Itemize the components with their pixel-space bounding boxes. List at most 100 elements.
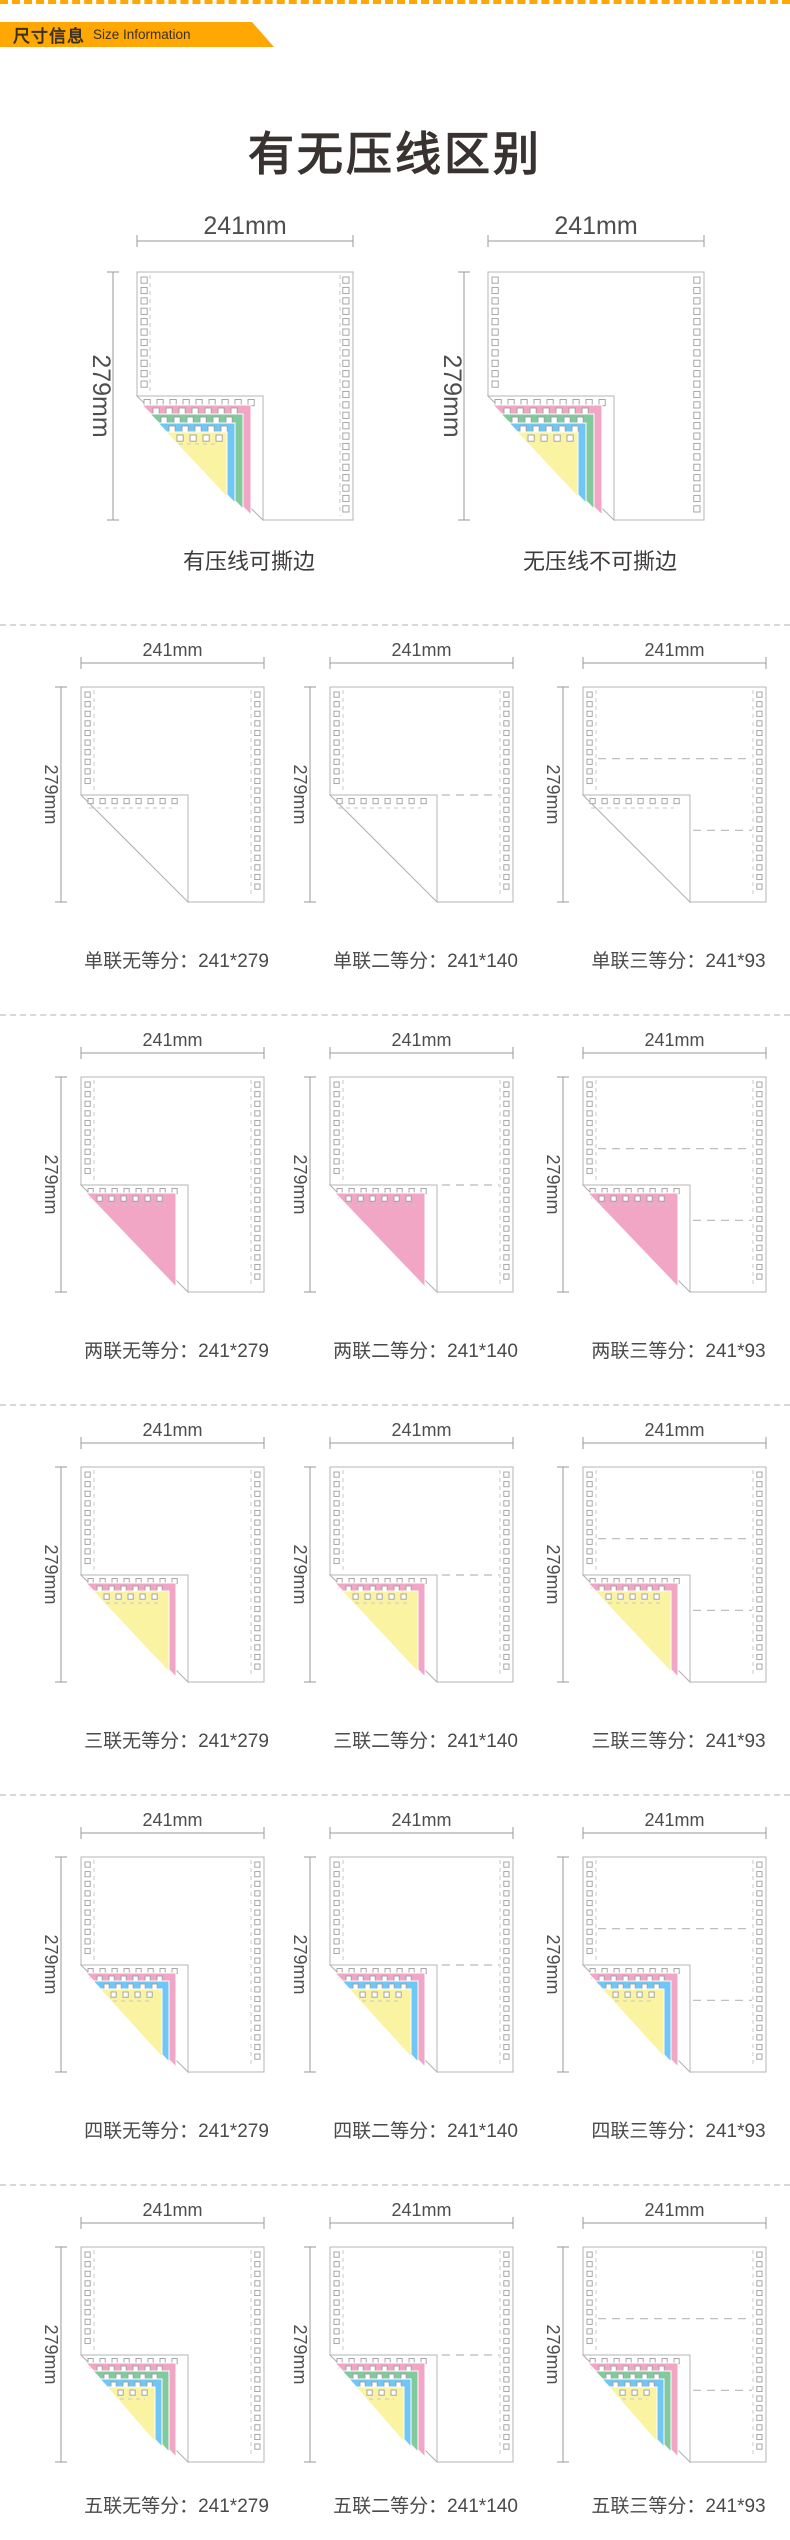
ply-pink [84, 1192, 177, 1289]
width-label: 241mm [644, 1030, 704, 1050]
height-label: 279mm [41, 1544, 61, 1604]
ply-perforation-holes [598, 1975, 665, 1982]
width-dimension: 241mm [582, 1420, 767, 1449]
diagram-caption: 两联三等分：241*93 [591, 1341, 766, 1362]
width-label: 241mm [391, 1420, 451, 1440]
paper-diagram-without-crease: 241mm 279mm [438, 212, 705, 522]
diagram-cell: 241mm 279mm 单联二等分：241*140 [286, 635, 521, 980]
width-dimension: 241mm [582, 640, 767, 669]
diagram-caption: 单联三等分：241*93 [591, 951, 766, 972]
ply-yellow [607, 2386, 658, 2444]
ply-yellow [354, 2386, 405, 2444]
fold-perforation-holes [87, 1188, 178, 1195]
edge-perforation-holes [84, 691, 261, 890]
height-dimension: 279mm [41, 2246, 67, 2463]
diagram-caption: 四联二等分：241*140 [333, 2121, 518, 2142]
edge-perforation-holes [84, 1471, 261, 1670]
width-label: 241mm [554, 212, 637, 240]
width-dimension: 241mm [329, 1420, 514, 1449]
banner-title-en: Size Information [93, 27, 191, 42]
width-dimension: 241mm [80, 2200, 265, 2229]
diagram-cell: 241mm 279mm 四联二等分：241*140 [286, 1805, 521, 2150]
paper-diagram: 241mm 279mm [543, 2200, 767, 2464]
width-dimension: 241mm [582, 2200, 767, 2229]
ply-perforation-holes [345, 1195, 412, 1202]
folded-corner-sheet [328, 794, 438, 904]
paper-diagram: 241mm 279mm [543, 1420, 767, 1684]
diagram-caption: 三联无等分：241*279 [84, 1731, 269, 1752]
height-dimension: 279mm [87, 271, 119, 521]
edge-perforation-holes [333, 1081, 510, 1280]
edge-perforation-holes [84, 1861, 261, 2060]
width-label: 241mm [644, 640, 704, 660]
edge-perforation-holes [333, 1471, 510, 1670]
paper-diagram: 241mm 279mm [41, 640, 265, 904]
ply-perforation-holes [110, 2381, 153, 2388]
diagram-cell: 241mm 279mm 三联无等分：241*279 [37, 1415, 272, 1760]
diagram-caption: 单联二等分：241*140 [333, 951, 518, 972]
height-label: 279mm [543, 1934, 563, 1994]
paper-diagram: 241mm 279mm [290, 1810, 514, 2074]
ply-perforation-holes [168, 425, 228, 433]
ply-yellow [105, 2386, 156, 2444]
paper-diagram: 241mm 279mm [41, 1810, 265, 2074]
section-divider [0, 1014, 790, 1016]
diagram-caption: 四联无等分：241*279 [84, 2121, 269, 2142]
width-dimension: 241mm [80, 1030, 265, 1059]
ply-perforation-holes [598, 1195, 665, 1202]
height-label: 279mm [290, 1544, 310, 1604]
top-divider [0, 0, 790, 4]
diagram-cell-no-crease: 241mm 279mm 无压线不可撕边 [436, 208, 712, 588]
diagram-caption: 五联三等分：241*93 [591, 2496, 766, 2517]
paper-diagram: 241mm 279mm [290, 640, 514, 904]
height-label: 279mm [41, 1934, 61, 1994]
width-dimension: 241mm [80, 640, 265, 669]
edge-perforation-holes [333, 691, 510, 890]
ply-perforation-holes [527, 434, 574, 442]
diagram-caption: 五联二等分：241*140 [333, 2496, 518, 2517]
edge-perforation-holes [84, 2251, 261, 2450]
paper-diagram: 241mm 279mm [41, 2200, 265, 2464]
width-dimension: 241mm [80, 1810, 265, 1839]
height-label: 279mm [290, 2324, 310, 2384]
edge-perforation-holes [586, 1081, 763, 1280]
page-title: 有无压线区别 [248, 128, 542, 180]
ply-yellow [164, 431, 228, 499]
height-dimension: 279mm [543, 2246, 569, 2463]
folded-corner-sheet [581, 794, 691, 904]
ply-perforation-holes [176, 434, 223, 442]
fold-perforation-holes [336, 1578, 427, 1585]
width-label: 241mm [142, 1810, 202, 1830]
edge-perforation-holes [333, 1861, 510, 2060]
paper-diagram: 241mm 279mm [290, 1420, 514, 1684]
ply-perforation-holes [612, 2381, 655, 2388]
ply-perforation-holes [103, 1593, 158, 1600]
section-divider [0, 2184, 790, 2186]
height-label: 279mm [290, 1154, 310, 1214]
width-label: 241mm [142, 1420, 202, 1440]
folded-corner-sheet [79, 794, 189, 904]
diagram-caption: 三联二等分：241*140 [333, 1731, 518, 1752]
height-dimension: 279mm [543, 1466, 569, 1683]
ply-perforation-holes [605, 1593, 660, 1600]
height-dimension: 279mm [290, 2246, 316, 2463]
diagram-cell: 241mm 279mm 三联二等分：241*140 [286, 1415, 521, 1760]
diagram-cell: 241mm 279mm 两联三等分：241*93 [539, 1025, 774, 1370]
diagram-caption: 两联二等分：241*140 [333, 1341, 518, 1362]
ply-perforation-holes [619, 2389, 650, 2396]
diagram-cell: 241mm 279mm 单联无等分：241*279 [37, 635, 272, 980]
diagram-cell: 241mm 279mm 两联无等分：241*279 [37, 1025, 272, 1370]
fold-perforation-holes [87, 798, 178, 805]
width-label: 241mm [142, 640, 202, 660]
width-dimension: 241mm [329, 1030, 514, 1059]
diagram-caption: 有压线可撕边 [182, 549, 315, 574]
width-label: 241mm [644, 2200, 704, 2220]
diagram-cell: 241mm 279mm 四联无等分：241*279 [37, 1805, 272, 2150]
height-dimension: 279mm [438, 271, 470, 521]
width-label: 241mm [391, 1810, 451, 1830]
edge-perforation-holes [586, 1471, 763, 1670]
paper-diagram: 241mm 279mm [41, 1420, 265, 1684]
width-label: 241mm [142, 1030, 202, 1050]
ply-perforation-holes [503, 407, 589, 415]
ply-pink [586, 1192, 679, 1289]
